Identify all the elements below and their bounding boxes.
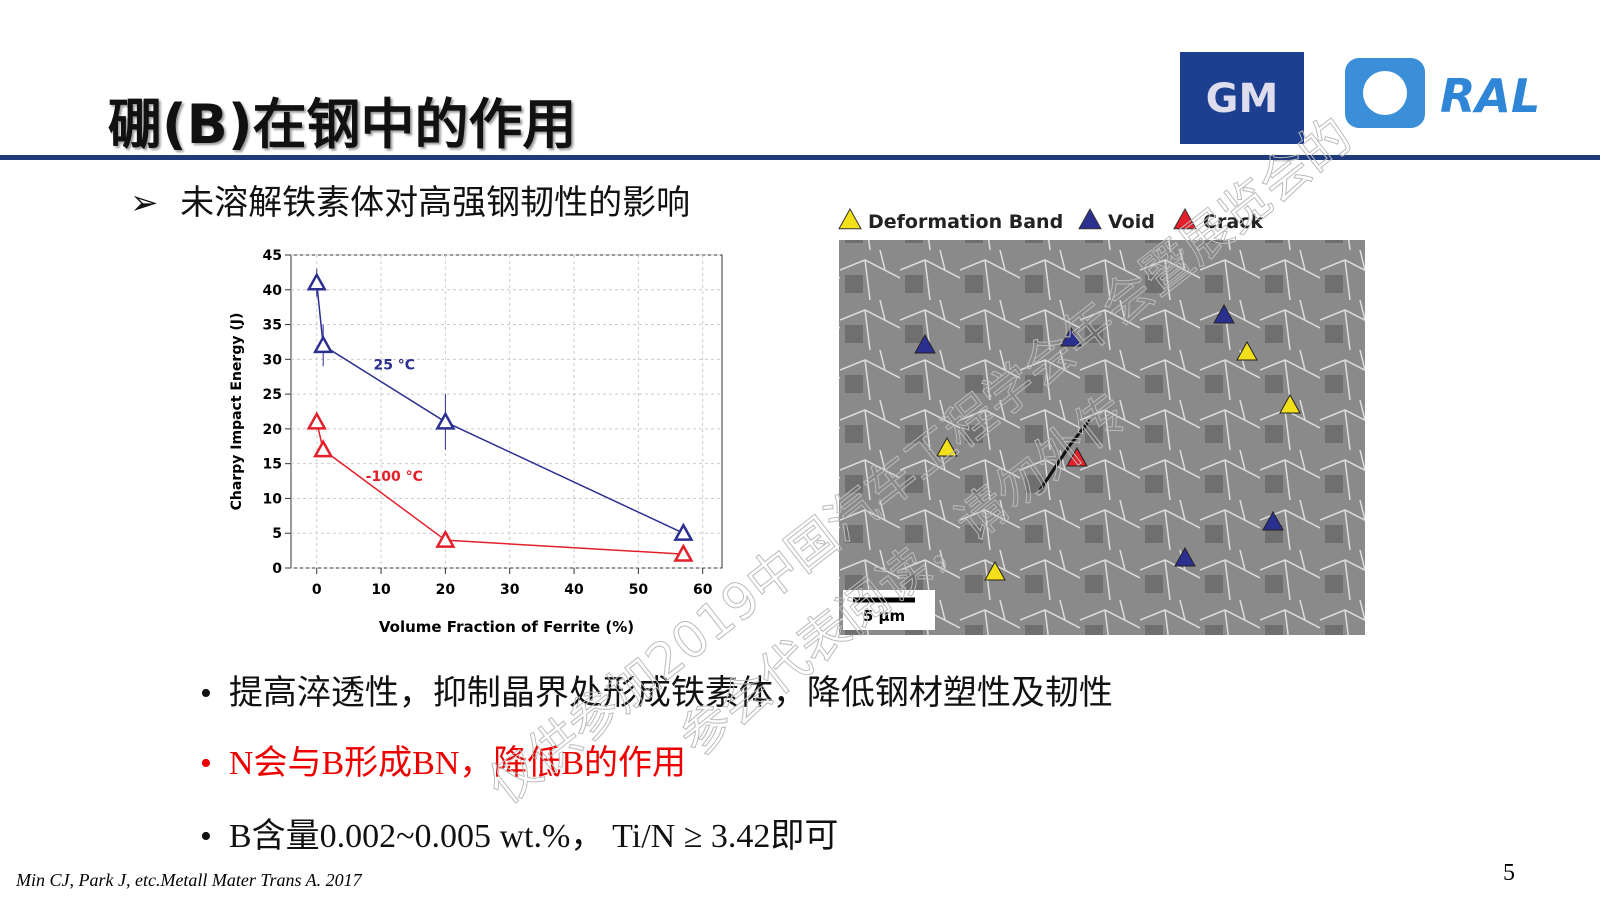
annotation-marker <box>1262 510 1284 531</box>
micrograph: 5 µm Deformation Band Void Crack <box>838 207 1365 635</box>
bullet-text: B含量0.002~0.005 wt.%， Ti/N ≥ 3.42即可 <box>228 818 839 855</box>
legend-marker <box>1173 207 1197 230</box>
chart: 0 5 10 15 20 25 30 35 40 45 0 10 20 30 40 50 60 Volume Fr… <box>229 248 723 636</box>
annotation-marker <box>1174 546 1196 567</box>
x-tick-label: 30 <box>500 582 520 598</box>
x-axis-label: Volume Fraction of Ferrite (%) <box>379 618 634 636</box>
y-tick-label: 20 <box>263 422 283 438</box>
data-point <box>313 439 334 458</box>
gm-logo <box>1180 52 1304 144</box>
y-tick-label: 5 <box>272 526 282 542</box>
annotation-marker <box>1066 446 1088 467</box>
data-point <box>313 334 334 354</box>
y-axis-label: Charpy Impact Energy (J) <box>229 313 245 511</box>
citation: Min CJ, Park J, etc.Metall Mater Trans A… <box>16 870 362 890</box>
x-tick-label: 10 <box>371 582 391 598</box>
series-line <box>316 421 684 555</box>
bullet: • B含量0.002~0.005 wt.%， Ti/N ≥ 3.42即可 <box>200 818 839 855</box>
y-tick-label: 0 <box>272 561 282 577</box>
crack-line <box>1038 419 1092 491</box>
scale-label: 5 µm <box>863 607 905 625</box>
data-point <box>435 529 456 548</box>
annotation-marker <box>914 333 936 354</box>
bullet-text: N会与B形成BN，降低B的作用 <box>228 745 687 782</box>
y-tick-label: 45 <box>263 248 282 264</box>
slide-title: 硼(B)在钢中的作用 <box>108 93 577 156</box>
sem-image <box>839 240 1365 635</box>
y-tick-label: 40 <box>263 283 283 299</box>
annotation-marker <box>1279 393 1301 414</box>
bullet: • N会与B形成BN，降低B的作用 <box>200 745 687 782</box>
legend-marker <box>1078 207 1102 230</box>
subtitle-text: 未溶解铁素体对高强钢韧性的影响 <box>180 183 691 223</box>
legend-marker <box>838 207 862 230</box>
series-label: 25 °C <box>373 358 415 374</box>
gm-logo-text: GM <box>1206 76 1279 122</box>
data-point <box>435 411 456 430</box>
arrow-bullet: ➢ <box>130 183 181 223</box>
annotation-marker <box>936 436 958 457</box>
bullet: • 提高淬透性，抑制晶界处形成铁素体，降低钢材塑性及韧性 <box>200 675 1113 712</box>
annotation-marker <box>984 560 1006 581</box>
title-rule <box>0 155 1600 160</box>
page-number: 5 <box>1503 860 1515 886</box>
annotation-marker <box>1236 340 1258 361</box>
bullet-text: 提高淬透性，抑制晶界处形成铁素体，降低钢材塑性及韧性 <box>228 675 1113 712</box>
x-tick-label: 0 <box>312 582 322 598</box>
x-tick-label: 50 <box>629 582 649 598</box>
y-tick-label: 30 <box>263 352 283 368</box>
data-point <box>673 543 694 562</box>
ral-logo-text: RAL <box>1440 69 1540 123</box>
legend-label: Crack <box>1203 211 1263 233</box>
plot-frame <box>290 254 723 569</box>
x-tick-label: 60 <box>693 582 713 598</box>
annotation-marker <box>1060 326 1082 347</box>
series-label: -100 °C <box>366 469 423 485</box>
ral-logo-circle <box>1363 71 1407 115</box>
data-point <box>306 411 327 430</box>
scale-box <box>843 590 935 630</box>
y-tick-label: 25 <box>263 387 282 403</box>
y-tick-label: 15 <box>263 457 282 473</box>
subtitle: ➢ 未溶解铁素体对高强钢韧性的影响 <box>130 175 690 224</box>
data-point <box>306 272 327 291</box>
x-tick-label: 40 <box>564 582 584 598</box>
data-point <box>673 522 694 541</box>
series-line <box>315 282 684 534</box>
x-tick-label: 20 <box>436 582 456 598</box>
legend-label: Void <box>1108 211 1155 233</box>
legend-label: Deformation Band <box>868 211 1063 233</box>
annotation-marker <box>1213 303 1235 324</box>
y-tick-label: 35 <box>263 318 282 334</box>
y-tick-label: 10 <box>263 491 283 507</box>
